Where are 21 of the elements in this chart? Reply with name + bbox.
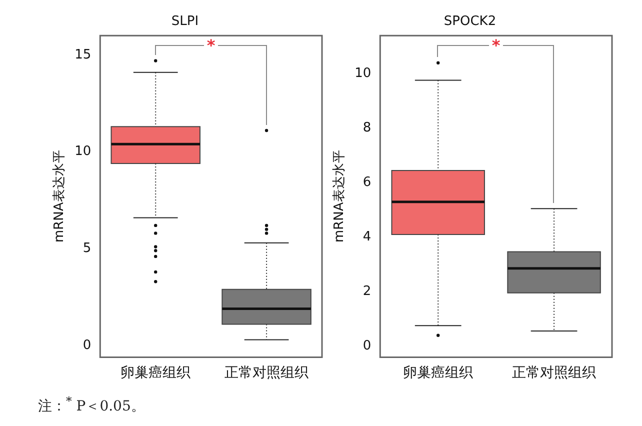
y-tick-label: 6: [362, 175, 372, 190]
chart-title: SPOCK2: [444, 14, 496, 30]
y-tick-label: 0: [82, 338, 92, 353]
x-tick-label: 正常对照组织: [512, 365, 596, 382]
y-axis-title: mRNA表达水平: [52, 150, 68, 243]
y-tick-label: 15: [74, 47, 92, 62]
y-tick-label: 10: [74, 144, 92, 160]
x-tick-label: 卵巢癌组织: [403, 365, 474, 382]
y-tick-label: 5: [82, 241, 92, 256]
y-axis-title: mRNA表达水平: [332, 150, 348, 243]
text: 注：$^{*}$ P＜0.05。: [38, 394, 146, 416]
annotation: *: [204, 36, 218, 55]
y-tick-label: 0: [362, 338, 372, 354]
x-tick-label: 卵巢癌组织: [120, 365, 191, 382]
x-tick-label: 正常对照组织: [224, 365, 309, 382]
y-tick-label: 10: [354, 66, 372, 82]
y-tick-label: 8: [362, 120, 372, 136]
y-tick-label: 4: [362, 230, 372, 245]
y-tick-label: 2: [362, 284, 372, 300]
chart-title: SLPI: [171, 14, 199, 30]
annotation: *: [489, 36, 504, 55]
